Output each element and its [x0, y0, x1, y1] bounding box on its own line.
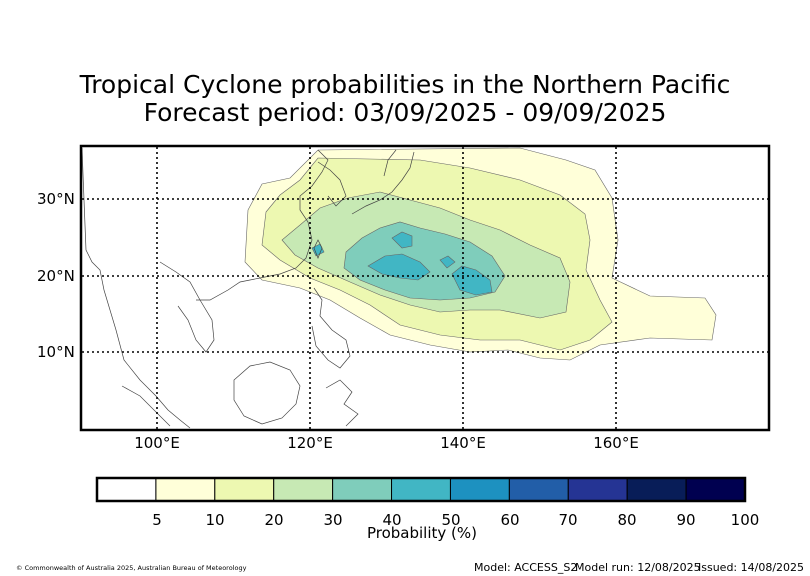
- colorbar-tick-80: 80: [617, 511, 637, 529]
- lon-label-100e: 100°E: [134, 434, 180, 452]
- colorbar: [96, 477, 746, 502]
- colorbar-tick-50: 50: [441, 511, 461, 529]
- lat-label-20n: 20°N: [37, 267, 75, 285]
- colorbar-cell-2: [214, 477, 275, 502]
- contour-40e: [311, 243, 325, 257]
- coastline-korea: [317, 161, 347, 207]
- lon-label-120e: 120°E: [287, 434, 333, 452]
- coastline-philippines: [311, 287, 351, 369]
- issued-text: Issued: 14/08/2025: [698, 561, 805, 574]
- colorbar-cell-1: [155, 477, 216, 502]
- colorbar-tick-100: 100: [730, 511, 760, 529]
- contour-40d: [439, 255, 456, 269]
- colorbar-cell-3: [273, 477, 334, 502]
- colorbar-tick-90: 90: [676, 511, 696, 529]
- model-run-text: Model run: 12/08/2025: [575, 561, 701, 574]
- coastline-asia-mainland: [81, 147, 329, 429]
- gridlines: [82, 147, 769, 429]
- colorbar-cell-0: [96, 477, 157, 502]
- colorbar-cell-9: [626, 477, 687, 502]
- colorbar-tick-60: 60: [500, 511, 520, 529]
- colorbar-cell-10: [685, 477, 746, 502]
- copyright-text: © Commonwealth of Australia 2025, Austra…: [16, 564, 247, 572]
- colorbar-cell-6: [449, 477, 510, 502]
- coastline-japan: [351, 149, 415, 215]
- colorbar-label: Probability (%): [366, 524, 478, 542]
- colorbar-tick-70: 70: [558, 511, 578, 529]
- lat-label-30n: 30°N: [37, 190, 75, 208]
- lat-label-10n: 10°N: [37, 343, 75, 361]
- colorbar-cell-8: [567, 477, 628, 502]
- colorbar-tick-30: 30: [323, 511, 343, 529]
- colorbar-cell-7: [508, 477, 569, 502]
- colorbar-tick-10: 10: [205, 511, 225, 529]
- lon-label-160e: 160°E: [593, 434, 639, 452]
- coastline-indochina: [159, 261, 215, 353]
- lon-label-140e: 140°E: [440, 434, 486, 452]
- contour-40b: [451, 265, 493, 296]
- coastline-sulawesi: [325, 379, 359, 427]
- colorbar-tick-40: 40: [382, 511, 402, 529]
- colorbar-cell-5: [391, 477, 451, 502]
- map-title-line1: Tropical Cyclone probabilities in the No…: [79, 70, 731, 99]
- colorbar-frame: [95, 476, 747, 503]
- contour-40c: [391, 231, 413, 249]
- colorbar-cell-4: [332, 477, 393, 502]
- coastline-sumatra: [121, 385, 171, 427]
- map-title-line2: Forecast period: 03/09/2025 - 09/09/2025: [143, 98, 667, 127]
- probability-contours: [244, 147, 717, 361]
- colorbar-tick-20: 20: [264, 511, 284, 529]
- model-text: Model: ACCESS_S2: [474, 561, 578, 574]
- colorbar-tick-5: 5: [152, 511, 162, 529]
- map-frame: [79, 144, 771, 432]
- coastline-borneo: [233, 361, 301, 425]
- coastlines: [81, 147, 415, 429]
- coastline-taiwan: [313, 239, 323, 259]
